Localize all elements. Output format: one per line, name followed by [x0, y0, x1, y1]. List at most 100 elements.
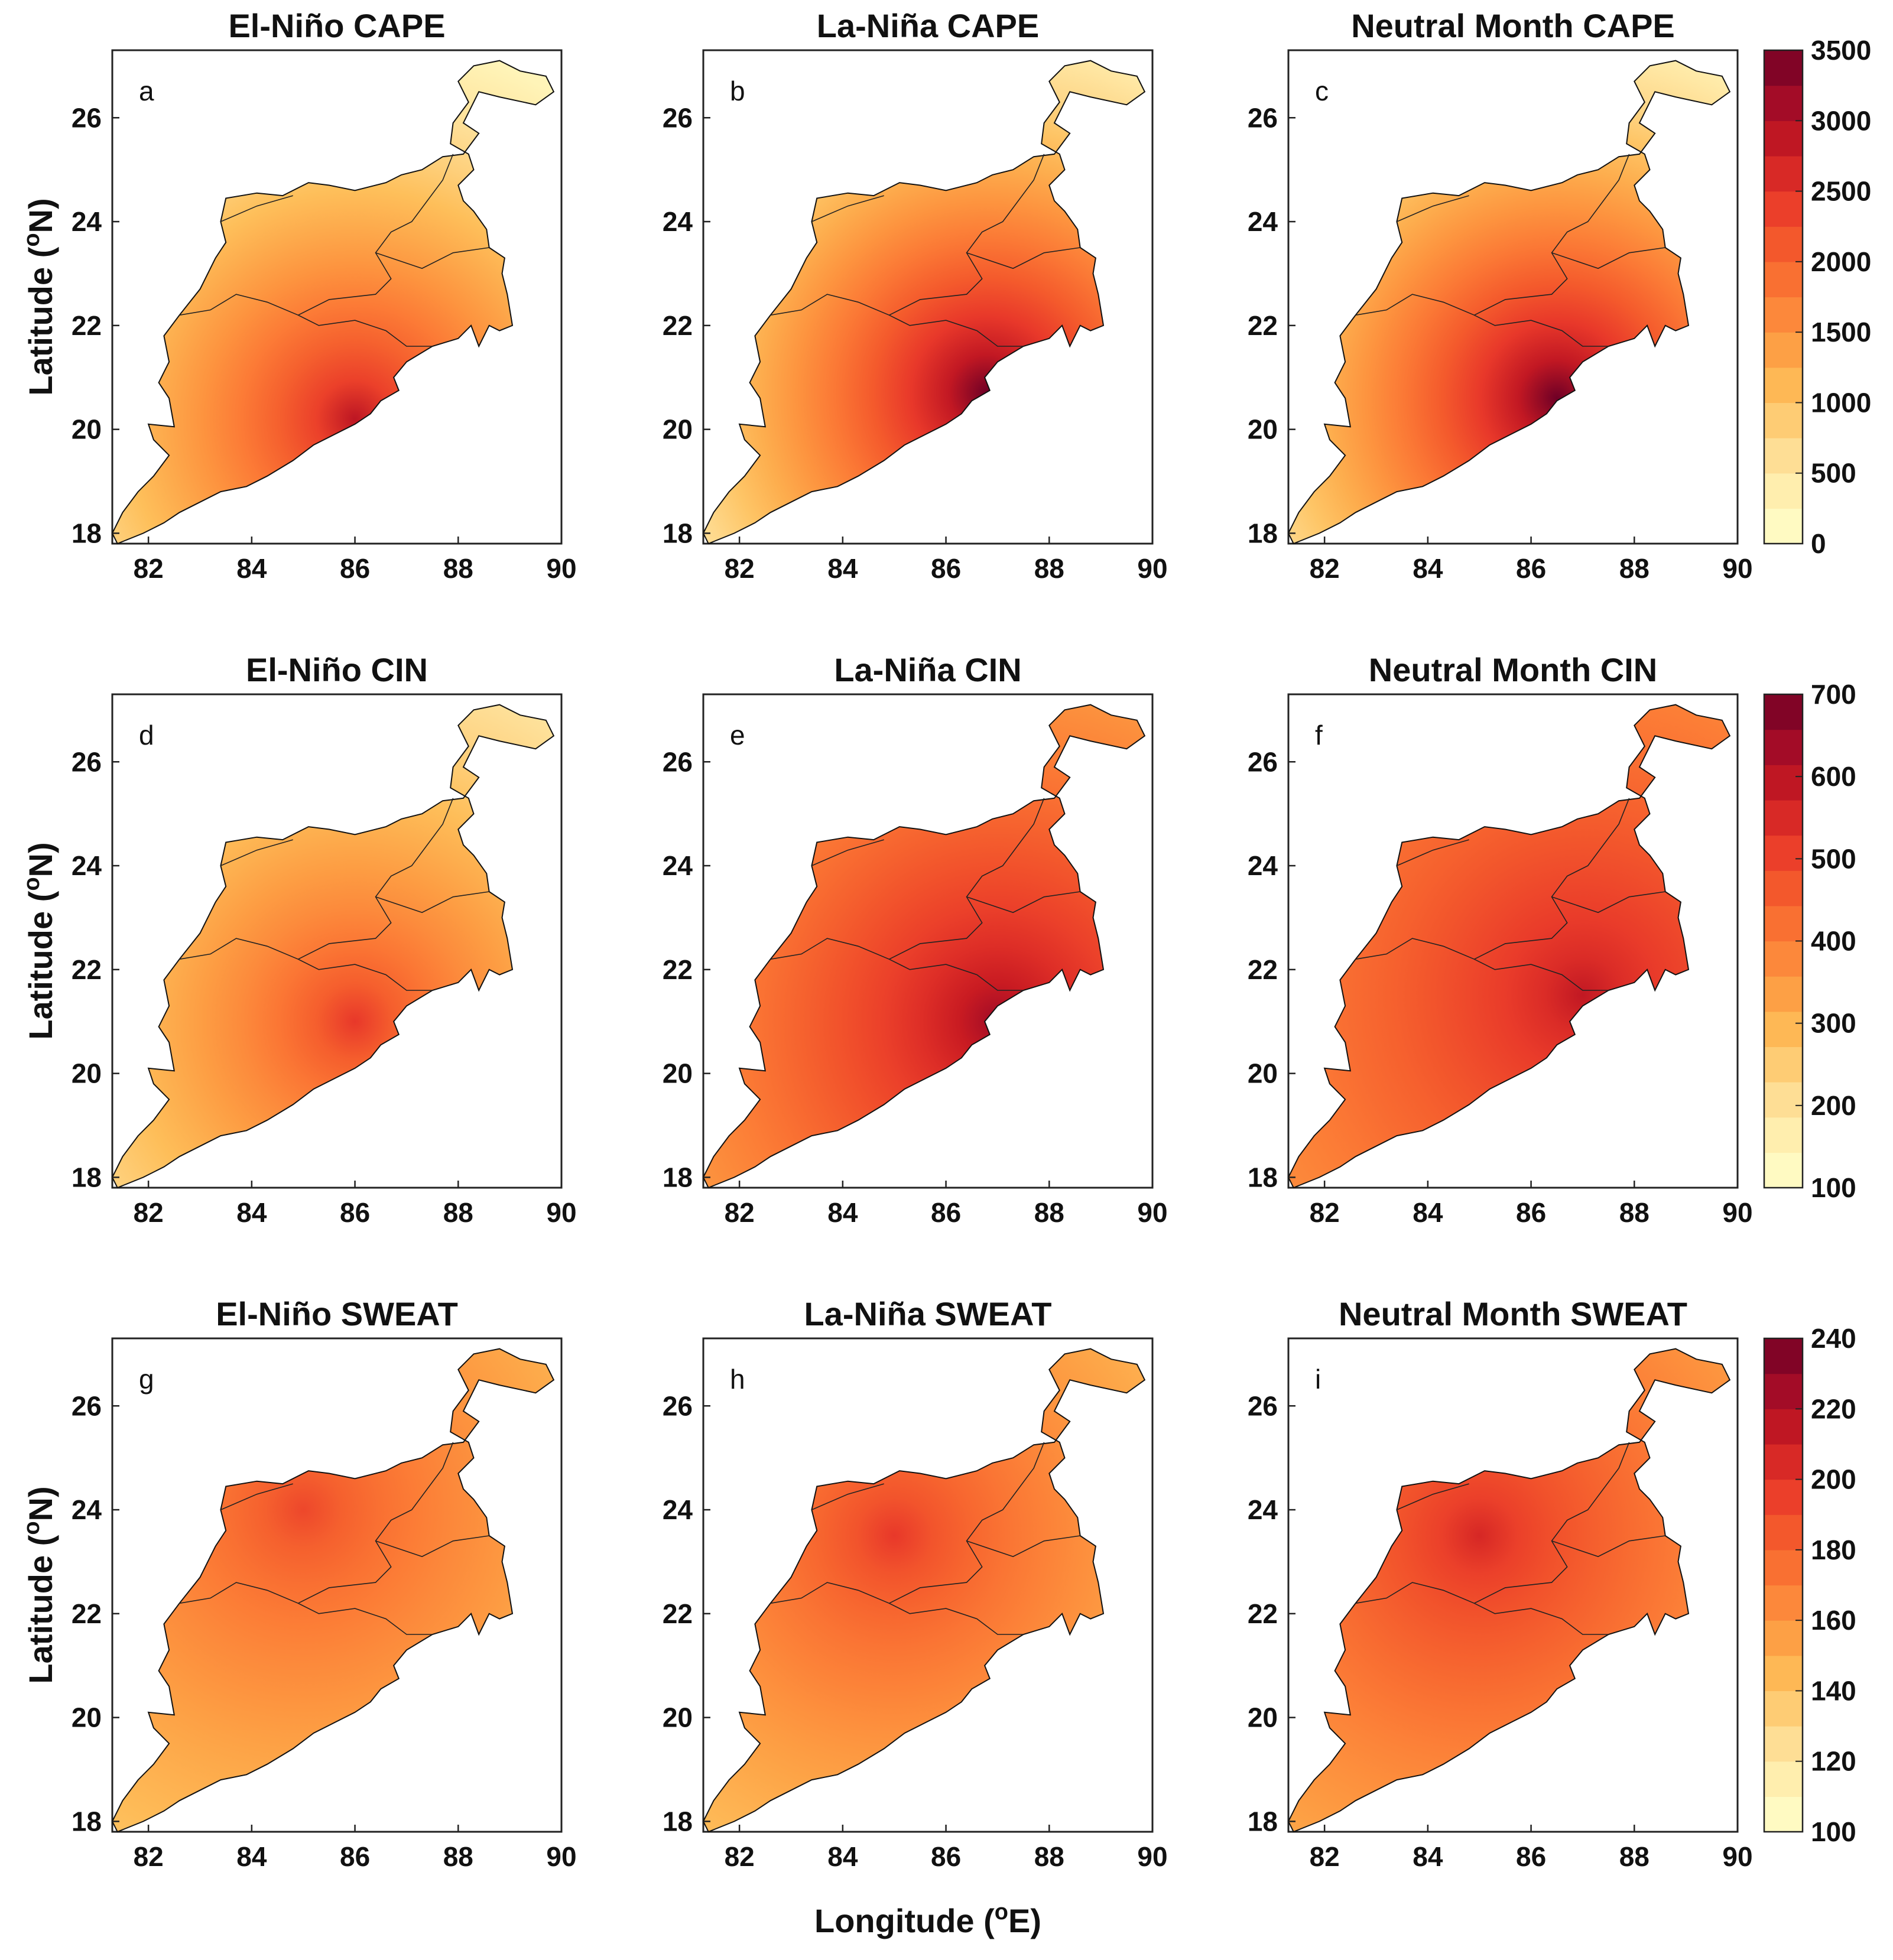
- y-tick-label: 22: [663, 1598, 693, 1629]
- colorbar-tick-label: 100: [1811, 1172, 1856, 1203]
- colorbar-tick-label: 200: [1811, 1464, 1856, 1495]
- colorbar-level: [1764, 729, 1803, 765]
- y-tick-label: 18: [1248, 1806, 1278, 1837]
- panel-title: La-Niña CIN: [834, 651, 1021, 688]
- region-outline: [702, 704, 1146, 1189]
- panel-label: i: [1315, 1364, 1321, 1395]
- x-tick-label: 90: [1722, 553, 1752, 584]
- y-tick-label: 18: [72, 518, 102, 548]
- colorbar-level: [1764, 508, 1803, 544]
- colorbar-level: [1764, 1409, 1803, 1445]
- state-border: [1551, 1535, 1665, 1558]
- state-border: [966, 1535, 1080, 1558]
- x-tick-label: 82: [1310, 1197, 1340, 1228]
- y-tick-label: 22: [72, 310, 102, 341]
- colorbar-tick-label: 180: [1811, 1535, 1856, 1565]
- colorbar-level: [1764, 297, 1803, 333]
- y-tick-label: 24: [1248, 206, 1278, 237]
- colorbar-level: [1764, 1082, 1803, 1118]
- colorbar-cin: 100 200 300 400 500 600 700: [1763, 679, 1856, 1203]
- x-tick-label: 86: [931, 1197, 961, 1228]
- colorbar-tick-label: 100: [1811, 1816, 1856, 1847]
- colorbar-level: [1764, 1655, 1803, 1692]
- colorbar-level: [1764, 367, 1803, 404]
- panel-title: Neutral Month SWEAT: [1339, 1295, 1687, 1332]
- panel-title: La-Niña SWEAT: [804, 1295, 1052, 1332]
- state-border: [179, 294, 433, 347]
- colorbar-level: [1764, 1373, 1803, 1409]
- state-border: [375, 891, 489, 914]
- colorbar-level: [1764, 155, 1803, 192]
- y-axis-label: Latitude (oN): [20, 198, 59, 395]
- panel-label: e: [730, 720, 745, 750]
- y-tick-label: 22: [663, 310, 693, 341]
- colorbar-level: [1764, 1152, 1803, 1188]
- colorbar-tick-label: 700: [1811, 679, 1856, 710]
- state-border: [298, 798, 454, 960]
- state-border: [889, 154, 1045, 316]
- y-tick-label: 20: [663, 414, 693, 445]
- state-border: [375, 1535, 489, 1558]
- x-tick-label: 88: [1619, 553, 1650, 584]
- y-tick-label: 20: [1248, 1058, 1278, 1089]
- x-tick-label: 84: [827, 1197, 858, 1228]
- colorbar-level: [1764, 332, 1803, 368]
- state-border: [1397, 839, 1469, 866]
- state-border: [298, 154, 454, 316]
- colorbar-sweat: 100 120 140 160 180 200 220 240: [1763, 1323, 1856, 1847]
- y-tick-label: 20: [663, 1702, 693, 1733]
- y-tick-label: 26: [1248, 102, 1278, 133]
- x-tick-label: 82: [725, 1197, 755, 1228]
- x-tick-label: 84: [1413, 553, 1443, 584]
- y-tick-label: 22: [1248, 954, 1278, 985]
- state-border: [220, 195, 293, 222]
- x-tick-label: 82: [1310, 553, 1340, 584]
- y-tick-label: 18: [1248, 518, 1278, 548]
- y-axis-label: Latitude (oN): [20, 1486, 59, 1683]
- x-tick-label: 82: [725, 553, 755, 584]
- x-tick-label: 84: [236, 1841, 267, 1872]
- panel-title: Neutral Month CIN: [1369, 651, 1657, 688]
- colorbar-level: [1764, 1444, 1803, 1480]
- x-tick-label: 86: [1516, 553, 1546, 584]
- panel-title: El-Niño CAPE: [228, 7, 445, 44]
- region-outline: [1287, 60, 1731, 545]
- x-tick-label: 86: [340, 1197, 370, 1228]
- x-tick-label: 86: [1516, 1841, 1546, 1872]
- y-tick-label: 24: [663, 850, 693, 881]
- x-tick-label: 88: [1034, 553, 1064, 584]
- colorbar-tick-label: 3000: [1811, 105, 1871, 136]
- colorbar-level: [1764, 191, 1803, 227]
- x-tick-label: 90: [546, 1197, 576, 1228]
- colorbar-frame: [1763, 1337, 1804, 1833]
- x-tick-label: 82: [134, 553, 164, 584]
- panel-label: a: [139, 76, 154, 106]
- x-tick-label: 88: [1034, 1197, 1064, 1228]
- state-border: [1474, 154, 1630, 316]
- state-border: [298, 1442, 454, 1604]
- colorbar-tick-label: 600: [1811, 761, 1856, 792]
- colorbar-level: [1764, 976, 1803, 1012]
- map-panel-a: El-Niño CAPE a 82 84 86 88 90 18 20 22 24 26: [72, 7, 577, 584]
- colorbar-tick-label: 160: [1811, 1605, 1856, 1636]
- x-tick-label: 90: [1722, 1841, 1752, 1872]
- x-tick-label: 86: [931, 553, 961, 584]
- colorbar-level: [1764, 85, 1803, 121]
- y-tick-label: 24: [72, 1494, 102, 1525]
- colorbar-level: [1764, 438, 1803, 474]
- panel-title: El-Niño CIN: [246, 651, 428, 688]
- region-outline: [702, 60, 1146, 545]
- colorbar-tick-label: 300: [1811, 1008, 1856, 1039]
- x-tick-label: 90: [1137, 553, 1167, 584]
- colorbar-tick-label: 140: [1811, 1675, 1856, 1706]
- state-border: [1551, 247, 1665, 269]
- x-axis-label: Longitude (oE): [814, 1900, 1041, 1939]
- x-tick-label: 84: [827, 1841, 858, 1872]
- colorbar-level: [1764, 473, 1803, 509]
- state-border: [1355, 938, 1609, 991]
- x-tick-label: 84: [236, 553, 267, 584]
- colorbar-tick-label: 120: [1811, 1746, 1856, 1777]
- colorbar-tick-label: 400: [1811, 926, 1856, 957]
- colorbar-level: [1764, 1338, 1803, 1374]
